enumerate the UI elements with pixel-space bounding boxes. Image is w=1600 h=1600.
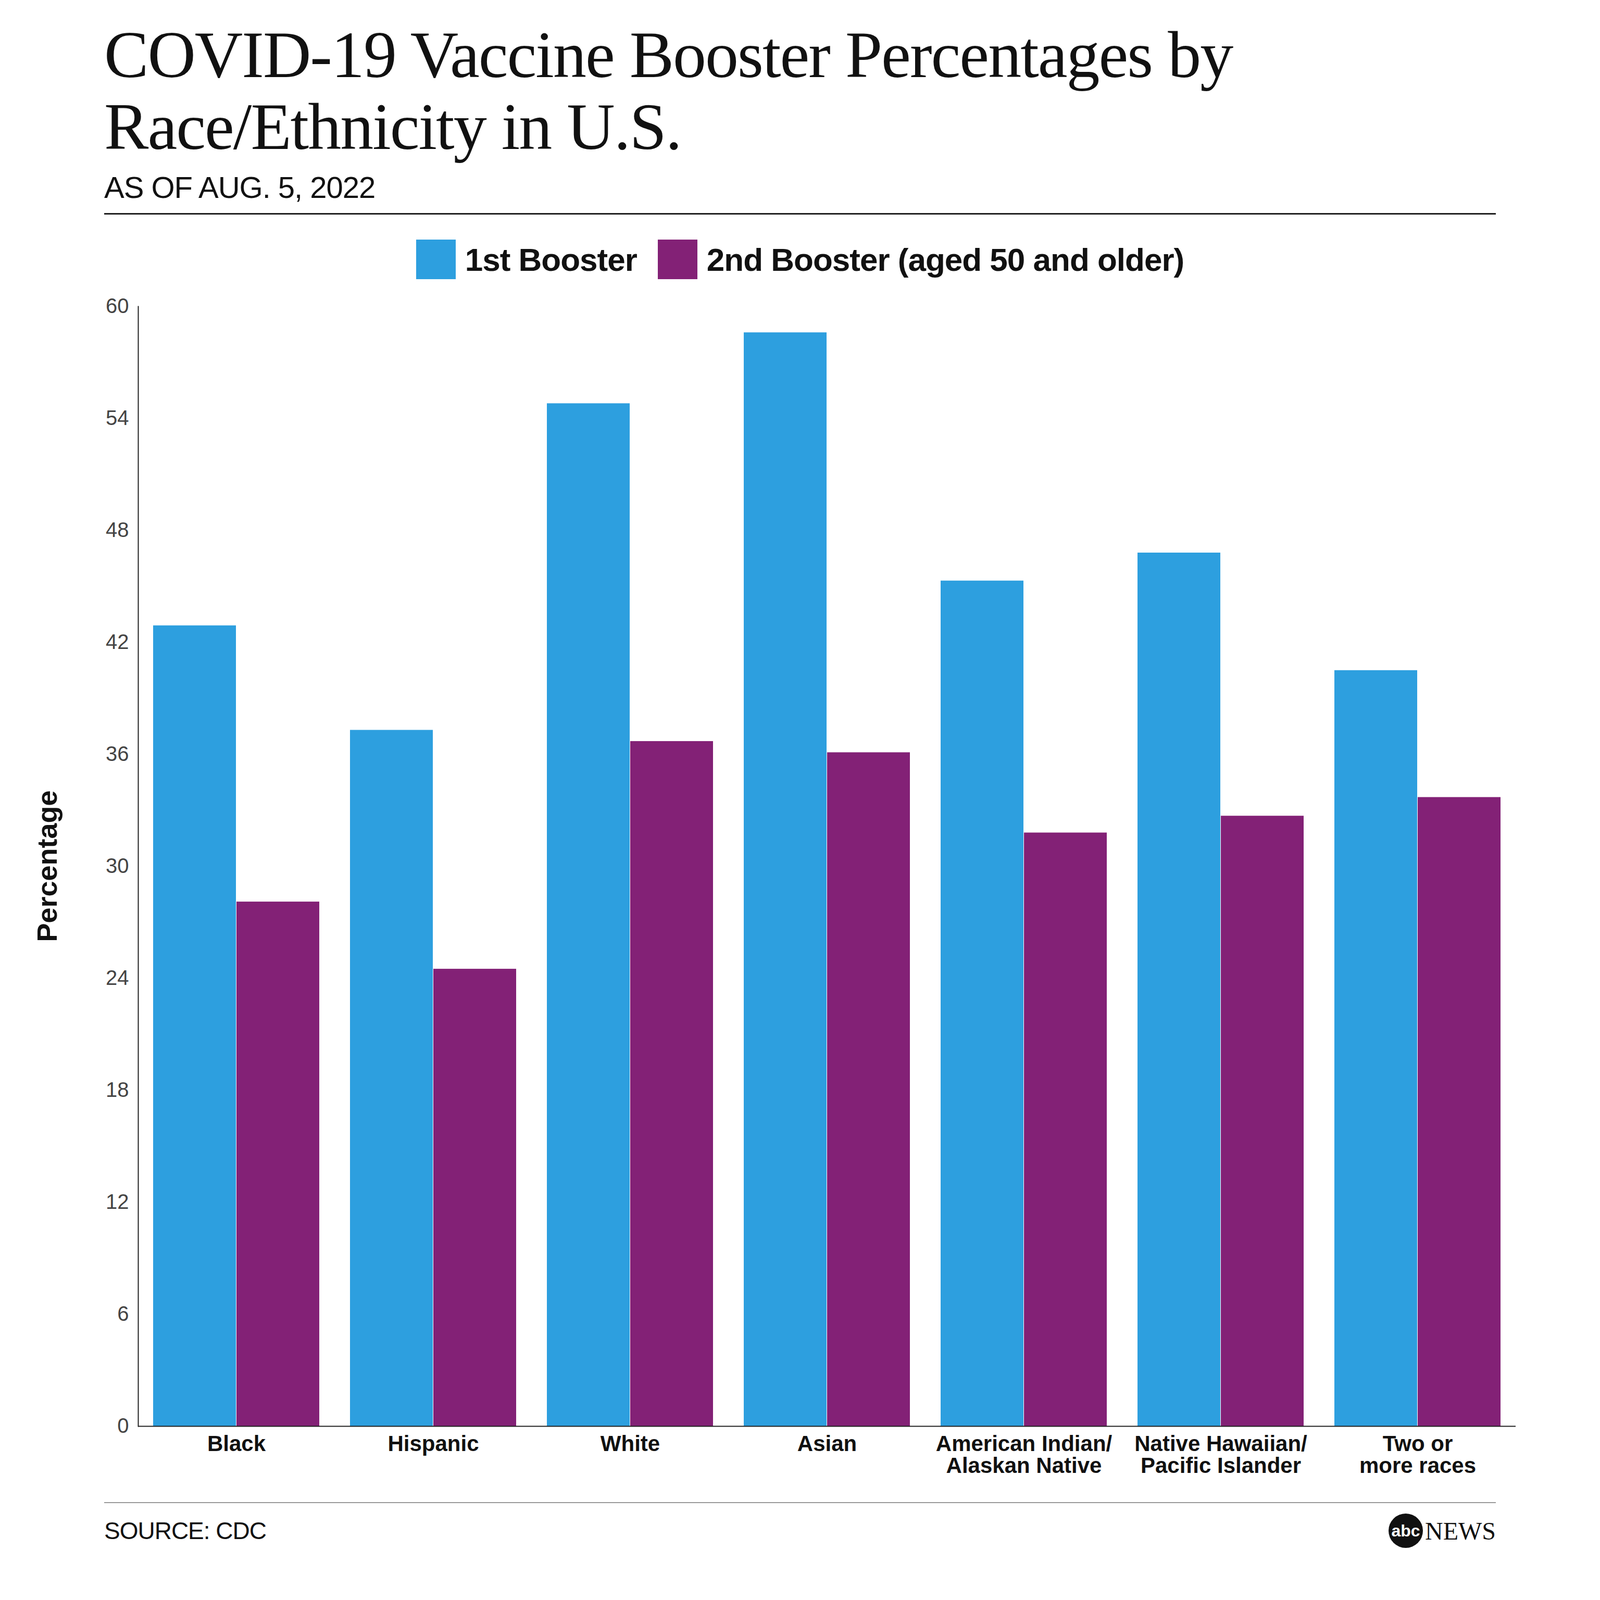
- svg-text:American Indian/Alaskan Native: American Indian/Alaskan Native: [935, 1431, 1113, 1479]
- svg-text:Asian: Asian: [797, 1431, 857, 1457]
- html-text:COVID-19 Vaccine Booster Perce: COVID-19 Vaccine Booster Percentages by …: [104, 17, 1233, 164]
- html-text:Percentage: Percentage: [31, 790, 63, 943]
- html-text:2nd Booster (aged 50 and older: 2nd Booster (aged 50 and older): [706, 241, 1184, 278]
- svg-text:Black: Black: [207, 1431, 267, 1457]
- svg-text:60: 60: [105, 294, 130, 318]
- svg-text:0: 0: [117, 1414, 129, 1438]
- svg-text:White: White: [600, 1431, 660, 1457]
- svg-text:36: 36: [105, 742, 130, 766]
- html-text:1st Booster: 1st Booster: [465, 241, 637, 278]
- svg-text:48: 48: [105, 518, 130, 542]
- html-text:AS OF AUG. 5, 2022: AS OF AUG. 5, 2022: [104, 170, 376, 205]
- html-text:SOURCE: CDC: SOURCE: CDC: [104, 1517, 267, 1545]
- svg-text:12: 12: [105, 1190, 130, 1214]
- svg-text:Native Hawaiian/Pacific Island: Native Hawaiian/Pacific Islander: [1134, 1431, 1308, 1479]
- svg-text:30: 30: [105, 854, 130, 878]
- svg-text:6: 6: [117, 1302, 129, 1326]
- svg-text:Hispanic: Hispanic: [387, 1431, 479, 1457]
- svg-text:24: 24: [105, 966, 130, 990]
- svg-text:54: 54: [105, 406, 130, 430]
- svg-text:18: 18: [105, 1078, 130, 1102]
- svg-text:42: 42: [105, 630, 130, 654]
- html-text:abc NEWS: abc NEWS: [1391, 1517, 1496, 1545]
- svg-text:Two ormore races: Two ormore races: [1359, 1431, 1477, 1479]
